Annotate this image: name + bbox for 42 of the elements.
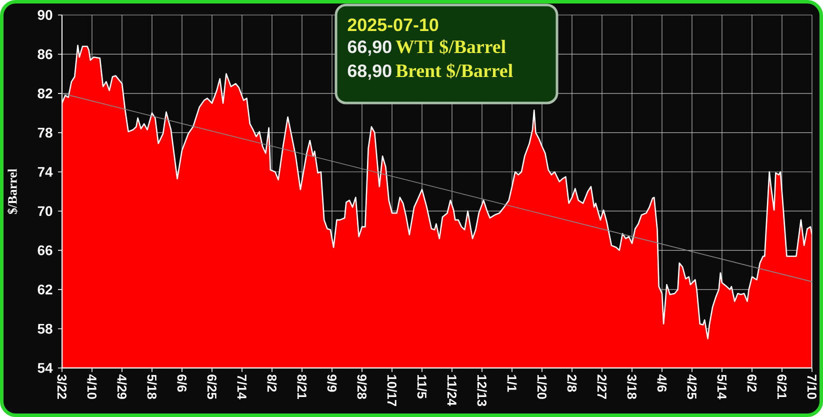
x-tick-label: 4/25 [687,374,697,400]
x-tick-label: 2/27 [597,374,607,399]
y-tick-label: 70 [38,206,52,216]
x-tick-label: 8/21 [297,374,307,400]
x-tick-label: 4/29 [117,374,127,399]
x-tick-label: 5/14 [717,374,727,400]
x-tick-label: 9/28 [357,374,367,400]
x-tick-label: 12/13 [477,375,487,406]
x-tick-label: 11/5 [417,375,427,398]
y-tick-label: 66 [38,245,52,256]
x-tick-label: 4/10 [87,374,97,399]
x-tick-label: 8/2 [267,374,277,392]
x-tick-label: 2/8 [567,374,577,392]
x-tick-label: 4/6 [657,374,667,392]
x-tick-label: 7/14 [237,374,247,400]
chart-title: 2025-07-10 [348,18,438,32]
y-tick-label: 62 [38,284,52,294]
y-tick-label: 78 [38,128,52,138]
y-tick-label: 74 [38,167,53,177]
x-tick-label: 6/25 [207,374,217,400]
annotation: Brent $/Barrel [396,63,513,78]
x-tick-label: 3/22 [57,374,67,399]
y-tick-label: 82 [38,88,52,98]
x-tick-label: 6/21 [777,374,787,400]
y-tick-label: 54 [38,363,53,373]
x-tick-label: 1/1 [507,375,517,392]
y-tick-label: 90 [38,10,52,20]
x-tick-label: 7/10 [807,374,817,399]
y-axis-title: $/Barrel [7,168,18,214]
x-tick-label: 9/9 [327,374,337,392]
y-tick-label: 58 [38,324,52,334]
annotation: WTI $/Barrel [396,39,506,54]
annotation: 68,90 [348,64,392,80]
x-tick-label: 3/18 [627,374,637,400]
x-tick-label: 11/24 [447,375,457,406]
x-tick-label: 6/2 [747,374,757,392]
annotation: 66,90 [348,40,392,56]
x-tick-label: 1/20 [537,375,547,399]
x-tick-label: 6/6 [177,374,187,392]
x-tick-label: 5/18 [147,374,157,400]
y-tick-label: 86 [38,49,52,60]
x-tick-label: 10/17 [387,375,397,406]
